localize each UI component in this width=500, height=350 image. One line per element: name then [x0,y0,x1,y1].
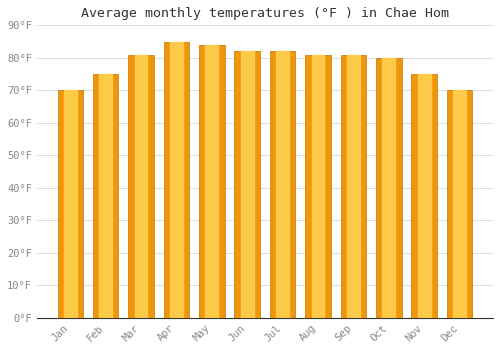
Bar [128,55,154,318]
Title: Average monthly temperatures (°F ) in Chae Hom: Average monthly temperatures (°F ) in Ch… [81,7,449,20]
Bar [376,58,402,318]
Bar [382,58,395,318]
Bar [234,51,260,318]
Bar [170,42,183,318]
Bar [164,42,189,318]
Bar [340,55,366,318]
Bar [447,90,472,318]
Bar [93,74,118,318]
Bar [306,55,331,318]
Bar [199,45,224,318]
Bar [312,55,324,318]
Bar [418,74,430,318]
Bar [100,74,112,318]
Bar [412,74,437,318]
Bar [206,45,218,318]
Bar [241,51,254,318]
Bar [270,51,295,318]
Bar [58,90,83,318]
Bar [134,55,147,318]
Bar [64,90,76,318]
Bar [453,90,466,318]
Bar [276,51,289,318]
Bar [347,55,360,318]
